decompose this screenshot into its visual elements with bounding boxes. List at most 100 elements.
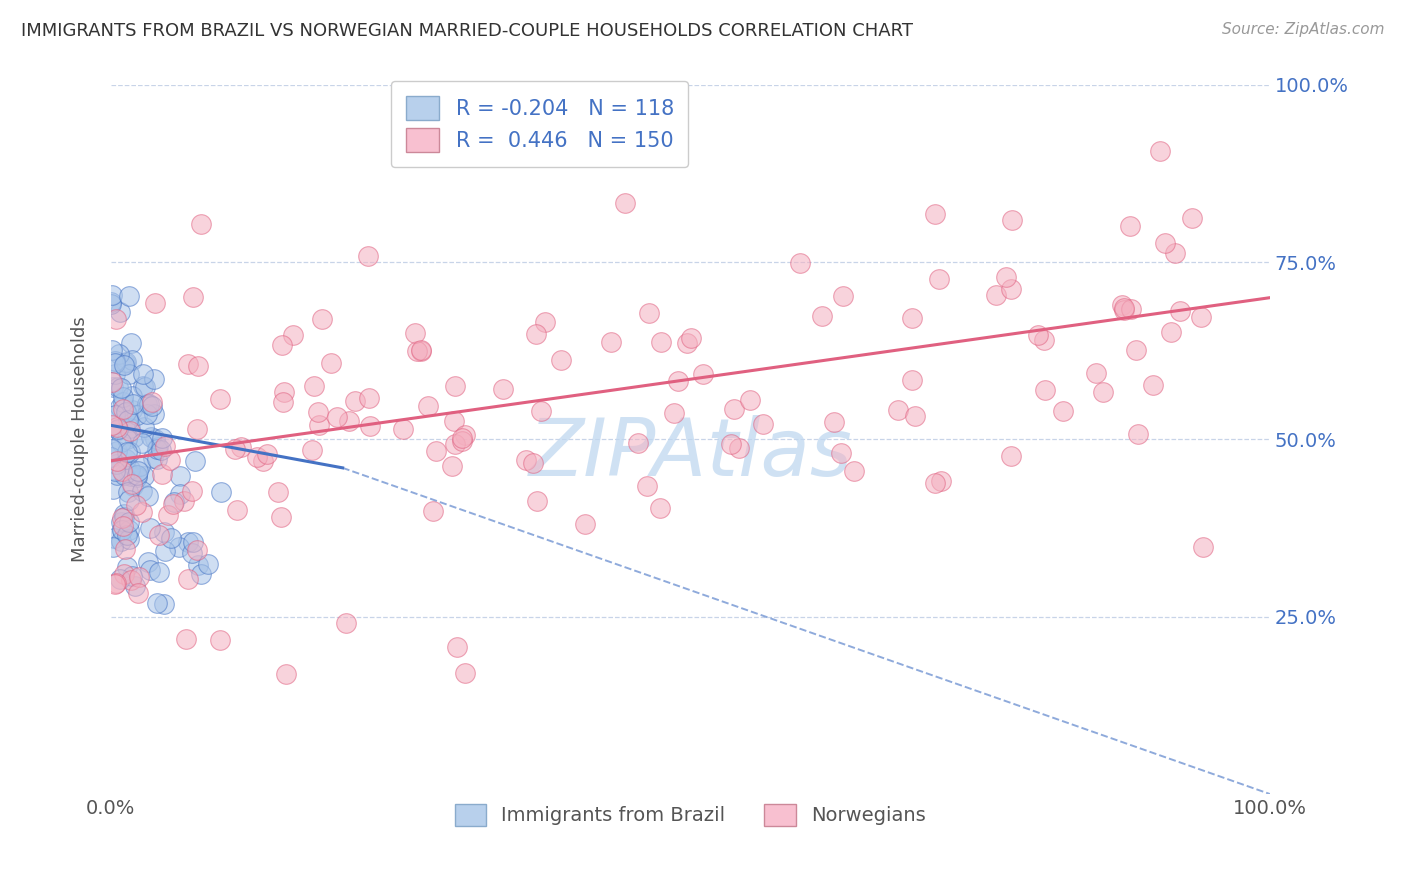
Point xyxy=(118,289,141,303)
Point xyxy=(723,402,745,417)
Point xyxy=(335,616,357,631)
Point xyxy=(184,454,207,468)
Point xyxy=(117,413,139,427)
Point xyxy=(273,384,295,399)
Point xyxy=(152,597,174,611)
Point xyxy=(142,450,165,465)
Point xyxy=(359,391,381,405)
Point xyxy=(105,443,128,458)
Point xyxy=(105,454,128,468)
Point xyxy=(156,508,179,523)
Point xyxy=(101,540,124,554)
Point xyxy=(117,406,139,420)
Point xyxy=(114,356,136,370)
Point xyxy=(830,446,852,460)
Point xyxy=(101,417,124,432)
Point xyxy=(118,424,141,438)
Point xyxy=(108,573,131,587)
Point xyxy=(122,430,145,444)
Point xyxy=(136,407,159,421)
Point xyxy=(105,419,128,434)
Point xyxy=(139,429,162,443)
Point xyxy=(302,379,325,393)
Point xyxy=(163,494,186,508)
Point xyxy=(283,328,305,343)
Point xyxy=(135,397,157,411)
Point xyxy=(1168,304,1191,318)
Point xyxy=(112,467,135,482)
Point xyxy=(177,357,200,371)
Point xyxy=(100,450,122,464)
Point xyxy=(146,442,169,456)
Point xyxy=(720,437,742,451)
Point xyxy=(150,432,173,446)
Point xyxy=(903,409,925,424)
Point xyxy=(1160,325,1182,339)
Point xyxy=(648,501,671,516)
Point xyxy=(112,358,135,372)
Point xyxy=(138,397,160,411)
Point xyxy=(173,493,195,508)
Point xyxy=(115,405,138,419)
Point xyxy=(187,558,209,572)
Point xyxy=(823,415,845,429)
Point xyxy=(104,367,127,381)
Point xyxy=(1154,235,1177,250)
Point xyxy=(101,288,124,302)
Point xyxy=(1033,384,1056,398)
Point xyxy=(308,418,330,433)
Point xyxy=(110,381,132,395)
Point xyxy=(112,566,135,581)
Point xyxy=(1119,219,1142,233)
Point xyxy=(153,525,176,540)
Point xyxy=(120,335,142,350)
Point xyxy=(111,523,134,537)
Point xyxy=(924,475,946,490)
Point xyxy=(141,399,163,413)
Text: ZIPAtlas: ZIPAtlas xyxy=(529,415,852,492)
Point xyxy=(994,269,1017,284)
Point xyxy=(117,465,139,479)
Point xyxy=(125,498,148,512)
Point xyxy=(148,565,170,579)
Point xyxy=(112,394,135,409)
Point xyxy=(108,305,131,319)
Legend: Immigrants from Brazil, Norwegians: Immigrants from Brazil, Norwegians xyxy=(447,796,934,834)
Point xyxy=(1125,343,1147,358)
Point xyxy=(136,555,159,569)
Point xyxy=(832,289,855,303)
Point xyxy=(274,667,297,681)
Point xyxy=(111,519,134,533)
Point xyxy=(676,335,699,350)
Point xyxy=(112,510,135,524)
Point xyxy=(267,485,290,500)
Point xyxy=(146,596,169,610)
Point xyxy=(344,394,367,409)
Point xyxy=(160,531,183,545)
Point xyxy=(155,544,177,558)
Point xyxy=(901,373,924,387)
Point xyxy=(1114,301,1136,315)
Point xyxy=(115,432,138,446)
Point xyxy=(105,575,128,590)
Point xyxy=(1000,449,1022,463)
Point xyxy=(101,409,124,424)
Point xyxy=(120,469,142,483)
Point xyxy=(112,507,135,521)
Point xyxy=(127,468,149,483)
Point xyxy=(105,311,128,326)
Point xyxy=(984,287,1007,301)
Point xyxy=(425,443,447,458)
Point xyxy=(174,632,197,646)
Point xyxy=(141,394,163,409)
Point xyxy=(115,560,138,574)
Point xyxy=(104,464,127,478)
Point xyxy=(132,419,155,434)
Point xyxy=(522,456,544,470)
Point xyxy=(146,452,169,467)
Point xyxy=(105,457,128,471)
Point xyxy=(101,482,124,496)
Point xyxy=(270,510,292,524)
Point xyxy=(125,409,148,423)
Point xyxy=(107,423,129,437)
